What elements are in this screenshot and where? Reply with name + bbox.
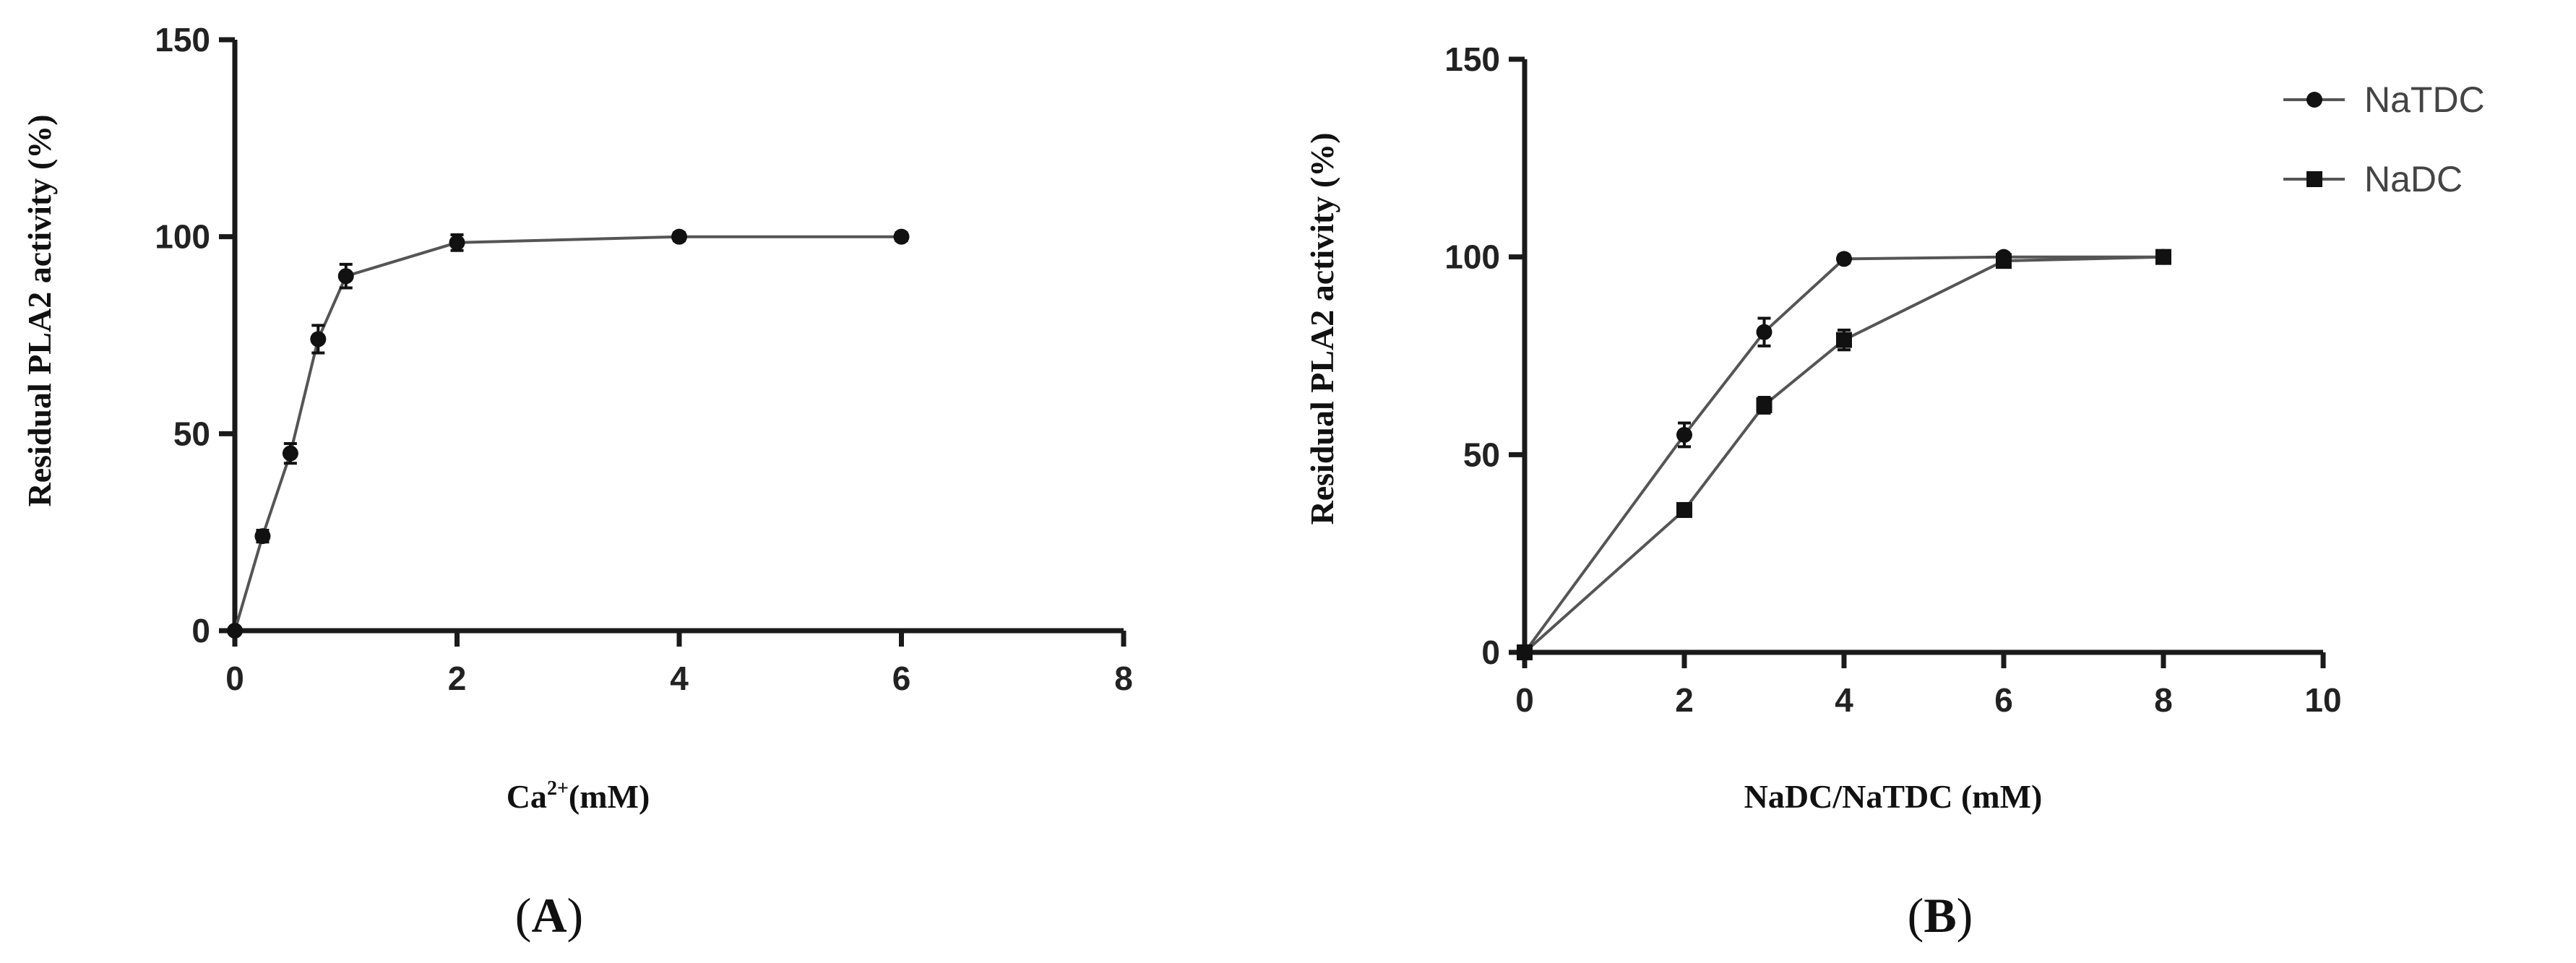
chart-a-x-ticks: 0 2 4 6 8: [225, 631, 1133, 697]
y-tick-label: 0: [191, 612, 210, 649]
y-tick-label: 0: [1481, 634, 1500, 671]
chart-b-legend: NaTDC NaDC: [2283, 79, 2485, 199]
legend-natdc-label: NaTDC: [2364, 79, 2485, 120]
data-point-nadc: [1676, 501, 1692, 518]
x-tick-label: 4: [670, 660, 689, 697]
chart-b-y-axis-label: Residual PLA2 activity (%): [1304, 132, 1340, 524]
data-point-natdc: [1756, 324, 1772, 340]
x-tick-label: 4: [1835, 681, 1853, 719]
legend-natdc-marker: [2306, 92, 2322, 108]
chart-a-series: [227, 228, 910, 639]
data-point-series-0: [227, 623, 243, 639]
data-point-natdc: [1836, 251, 1852, 267]
panel-b-label: (B): [1908, 888, 1973, 943]
chart-b-y-ticks: 0 50 100 150: [1444, 40, 1525, 671]
data-point-series-0: [449, 234, 465, 251]
data-point-series-0: [254, 528, 271, 545]
data-point-series-0: [337, 268, 354, 285]
chart-a-x-label-sup: 2+: [547, 777, 569, 800]
series-line-nadc: [1523, 255, 2164, 654]
x-tick-label: 8: [1114, 660, 1133, 697]
chart-panel-b: 0 50 100 150 0 2 4 6 8 10 Residual PLA2 activity…: [1304, 40, 2485, 943]
data-point-series-0: [893, 228, 910, 245]
y-tick-label: 50: [173, 415, 210, 452]
data-point-series-0: [282, 445, 298, 462]
chart-b-x-ticks: 0 2 4 6 8 10: [1515, 652, 2342, 719]
panel-a-label: (A): [515, 888, 583, 943]
data-point-nadc: [1836, 332, 1852, 348]
y-tick-label: 50: [1463, 436, 1500, 473]
legend-item-natdc: NaTDC: [2283, 79, 2485, 120]
chart-a-x-label-main: Ca: [507, 778, 547, 815]
data-point-series-0: [310, 331, 327, 347]
y-tick-label: 150: [1444, 40, 1500, 78]
data-point-nadc: [2155, 249, 2171, 265]
chart-b-x-axis-label: NaDC/NaTDC (mM): [1744, 778, 2043, 815]
data-point-nadc: [1756, 397, 1772, 413]
x-tick-label: 2: [448, 660, 467, 697]
x-tick-label: 6: [1994, 681, 2013, 719]
legend-item-nadc: NaDC: [2283, 159, 2463, 199]
legend-nadc-marker: [2306, 171, 2322, 187]
series-line-natdc: [1523, 255, 2163, 654]
data-point-nadc: [1996, 253, 2012, 269]
chart-a-axes: [232, 40, 1124, 634]
y-tick-label: 150: [155, 21, 210, 59]
x-tick-label: 0: [225, 660, 244, 697]
chart-a-x-axis-label: Ca2+(mM): [507, 777, 650, 815]
legend-nadc-label: NaDC: [2364, 159, 2463, 199]
chart-b-axes: [1522, 59, 2323, 655]
chart-a-y-ticks: 0 50 100 150: [155, 21, 235, 649]
data-point-natdc: [1676, 426, 1692, 443]
y-tick-label: 100: [1444, 238, 1500, 276]
x-tick-label: 10: [2304, 681, 2341, 719]
y-tick-label: 100: [155, 218, 210, 256]
x-tick-label: 0: [1515, 681, 1534, 719]
chart-a-x-label-unit: (mM): [569, 778, 650, 815]
x-tick-label: 6: [892, 660, 911, 697]
chart-b-series: [1517, 249, 2171, 660]
chart-panel-a: 0 50 100 150 0 2 4 6 8 Residual PLA2 activity (…: [21, 21, 1133, 943]
data-point-nadc: [1517, 644, 1533, 660]
series-line-series-0: [233, 235, 902, 631]
data-point-series-0: [671, 228, 687, 245]
chart-a-y-axis-label: Residual PLA2 activity (%): [21, 114, 58, 506]
x-tick-label: 8: [2154, 681, 2173, 719]
x-tick-label: 2: [1675, 681, 1694, 719]
